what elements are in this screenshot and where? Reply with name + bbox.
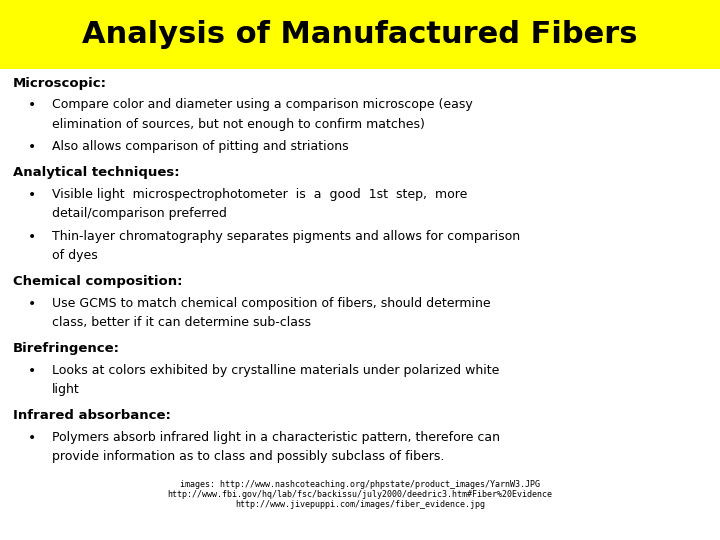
Text: Analytical techniques:: Analytical techniques: [13,166,179,179]
Text: Compare color and diameter using a comparison microscope (easy: Compare color and diameter using a compa… [52,98,472,111]
Text: Also allows comparison of pitting and striations: Also allows comparison of pitting and st… [52,140,348,153]
Text: Thin-layer chromatography separates pigments and allows for comparison: Thin-layer chromatography separates pigm… [52,230,520,243]
Text: Infrared absorbance:: Infrared absorbance: [13,409,171,422]
Text: images: http://www.nashcoteaching.org/phpstate/product_images/YarnW3.JPG: images: http://www.nashcoteaching.org/ph… [180,480,540,489]
Text: •: • [28,140,37,154]
Text: •: • [28,188,37,202]
Text: Microscopic:: Microscopic: [13,77,107,90]
Text: •: • [28,230,37,244]
Text: Chemical composition:: Chemical composition: [13,275,182,288]
Text: class, better if it can determine sub-class: class, better if it can determine sub-cl… [52,316,311,329]
Text: http://www.fbi.gov/hq/lab/fsc/backissu/july2000/deedric3.htm#Fiber%20Evidence: http://www.fbi.gov/hq/lab/fsc/backissu/j… [168,490,552,499]
Text: Use GCMS to match chemical composition of fibers, should determine: Use GCMS to match chemical composition o… [52,297,490,310]
Text: Polymers absorb infrared light in a characteristic pattern, therefore can: Polymers absorb infrared light in a char… [52,431,500,444]
Bar [0,0,720,69]
Text: Visible light  microspectrophotometer  is  a  good  1st  step,  more: Visible light microspectrophotometer is … [52,188,467,201]
Text: Birefringence:: Birefringence: [13,342,120,355]
Text: •: • [28,364,37,378]
Text: •: • [28,431,37,445]
Text: detail/comparison preferred: detail/comparison preferred [52,207,227,220]
Text: Looks at colors exhibited by crystalline materials under polarized white: Looks at colors exhibited by crystalline… [52,364,499,377]
Text: http://www.jivepuppi.com/images/fiber_evidence.jpg: http://www.jivepuppi.com/images/fiber_ev… [235,500,485,509]
Text: of dyes: of dyes [52,249,98,262]
Text: •: • [28,98,37,112]
Text: provide information as to class and possibly subclass of fibers.: provide information as to class and poss… [52,450,444,463]
Text: •: • [28,297,37,311]
Text: light: light [52,383,80,396]
Text: Analysis of Manufactured Fibers: Analysis of Manufactured Fibers [82,20,638,49]
Text: elimination of sources, but not enough to confirm matches): elimination of sources, but not enough t… [52,118,425,131]
